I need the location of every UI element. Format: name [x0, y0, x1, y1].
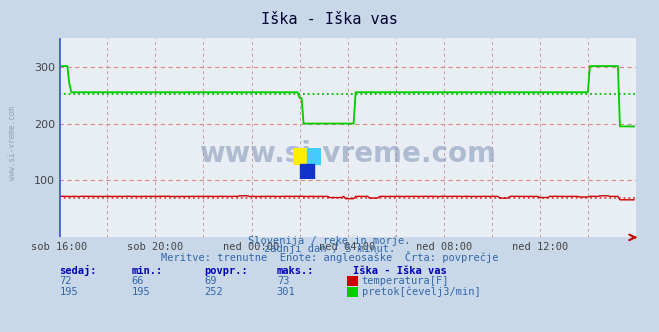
Text: 252: 252 [204, 288, 223, 297]
Text: 301: 301 [277, 288, 295, 297]
Text: pretok[čevelj3/min]: pretok[čevelj3/min] [362, 287, 480, 297]
Bar [307, 148, 321, 163]
Text: maks.:: maks.: [277, 266, 314, 276]
Text: 69: 69 [204, 276, 217, 286]
Bar [300, 163, 314, 179]
Text: Slovenija / reke in morje.: Slovenija / reke in morje. [248, 236, 411, 246]
Text: 72: 72 [59, 276, 72, 286]
Text: zadnji dan / 5 minut.: zadnji dan / 5 minut. [264, 244, 395, 254]
Text: min.:: min.: [132, 266, 163, 276]
Text: www.si-vreme.com: www.si-vreme.com [8, 106, 17, 180]
Text: 73: 73 [277, 276, 289, 286]
Text: temperatura[F]: temperatura[F] [362, 276, 449, 286]
Bar [293, 148, 307, 163]
Text: 195: 195 [132, 288, 150, 297]
Text: 195: 195 [59, 288, 78, 297]
Text: 66: 66 [132, 276, 144, 286]
Text: www.si-vreme.com: www.si-vreme.com [199, 140, 496, 168]
Text: Iška - Iška vas: Iška - Iška vas [261, 12, 398, 27]
Text: Meritve: trenutne  Enote: angleosaške  Črta: povprečje: Meritve: trenutne Enote: angleosaške Črt… [161, 251, 498, 263]
Text: Iška - Iška vas: Iška - Iška vas [353, 266, 446, 276]
Text: povpr.:: povpr.: [204, 266, 248, 276]
Text: sedaj:: sedaj: [59, 265, 97, 276]
